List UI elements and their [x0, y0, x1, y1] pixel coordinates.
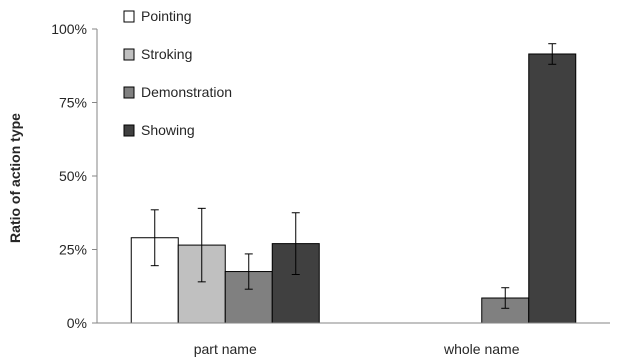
legend: Pointing Stroking Demonstration Showing: [123, 8, 232, 138]
y-tick-label: 50%: [59, 168, 87, 184]
y-tick-label: 75%: [59, 95, 87, 111]
legend-label-demonstration: Demonstration: [141, 84, 232, 100]
legend-label-pointing: Pointing: [141, 8, 192, 24]
error-bar: [291, 212, 300, 275]
legend-swatch-pointing: [123, 10, 135, 23]
y-tick-label: 25%: [59, 242, 87, 258]
error-bar: [548, 43, 557, 65]
y-tick-label: 0%: [67, 315, 87, 331]
error-bar: [150, 209, 159, 267]
legend-label-stroking: Stroking: [141, 46, 192, 62]
error-bar: [244, 253, 253, 290]
legend-label-showing: Showing: [141, 122, 195, 138]
error-bar: [501, 287, 510, 309]
x-category-label: part name: [194, 341, 257, 357]
legend-swatch-showing: [123, 124, 135, 137]
error-bars-layer: [150, 43, 557, 309]
bar-showing-whole-name: [528, 53, 577, 324]
legend-swatch-stroking: [123, 48, 135, 61]
y-axis-title: Ratio of action type: [7, 113, 23, 243]
y-tick-label: 100%: [51, 21, 87, 37]
x-category-label: whole name: [443, 341, 520, 357]
x-axis: part name whole name: [97, 322, 610, 357]
legend-swatch-demonstration: [123, 86, 135, 99]
y-axis: 0% 25% 50% 75% 100%: [51, 21, 98, 331]
error-bar: [197, 207, 206, 283]
